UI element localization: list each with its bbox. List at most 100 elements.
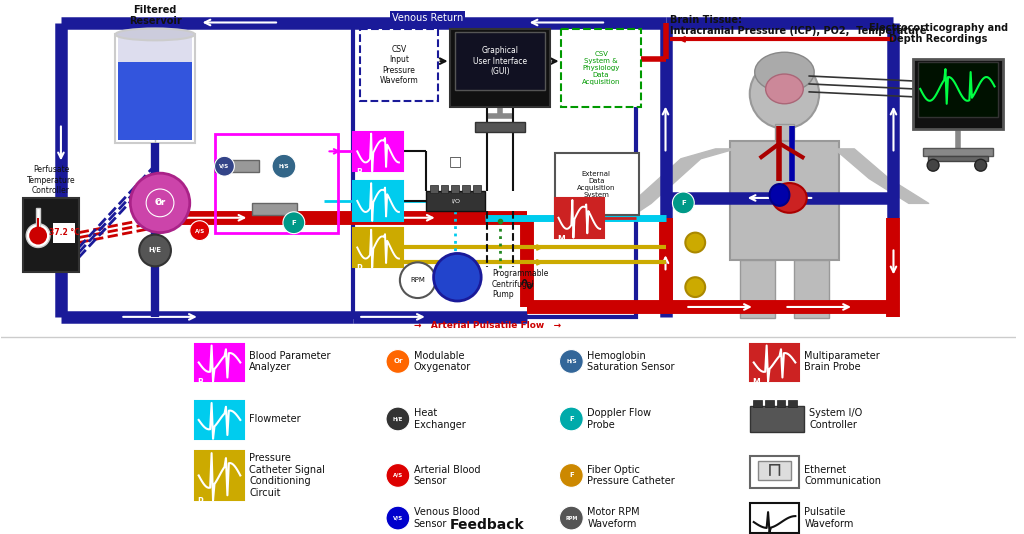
Bar	[116, 34, 195, 144]
Text: Pulsatile
Waveform: Pulsatile Waveform	[804, 507, 854, 529]
Bar	[462, 185, 470, 193]
Text: ⊓: ⊓	[767, 460, 782, 479]
Text: A/S: A/S	[393, 473, 403, 478]
Text: Blood Parameter
Analyzer: Blood Parameter Analyzer	[249, 351, 331, 372]
Bar	[24, 198, 79, 272]
Text: M: M	[753, 378, 761, 387]
Text: Programmable
Centrifugal
Pump: Programmable Centrifugal Pump	[493, 269, 549, 299]
Bar	[430, 185, 437, 193]
Circle shape	[559, 506, 584, 530]
Bar	[353, 131, 402, 171]
Bar	[750, 503, 800, 533]
Circle shape	[386, 350, 410, 373]
Ellipse shape	[770, 184, 790, 206]
Circle shape	[750, 59, 819, 129]
Bar	[426, 191, 485, 211]
Bar	[53, 223, 75, 242]
Circle shape	[272, 154, 296, 178]
Text: System I/O
Controller: System I/O Controller	[809, 408, 862, 430]
Text: RPM: RPM	[411, 277, 425, 283]
Circle shape	[386, 407, 410, 431]
Circle shape	[685, 277, 706, 297]
Bar	[452, 185, 460, 193]
Bar	[750, 456, 800, 488]
Text: P: P	[198, 497, 204, 506]
Circle shape	[433, 254, 481, 301]
Circle shape	[27, 224, 50, 247]
Bar	[913, 59, 1002, 129]
Text: Feedback: Feedback	[450, 518, 524, 532]
Text: Or: Or	[156, 200, 165, 206]
Text: I/O: I/O	[451, 199, 460, 203]
Bar	[215, 134, 339, 233]
Bar	[119, 62, 191, 140]
Bar	[353, 181, 402, 221]
Bar	[561, 29, 641, 107]
Circle shape	[215, 156, 234, 176]
Text: F: F	[292, 219, 296, 226]
Bar	[555, 198, 604, 238]
Bar	[788, 400, 798, 407]
Text: Modulable
Oxygenator: Modulable Oxygenator	[414, 351, 471, 372]
Text: Ethernet
Communication: Ethernet Communication	[804, 465, 882, 486]
Circle shape	[975, 159, 987, 171]
Text: Hemoglobin
Saturation Sensor: Hemoglobin Saturation Sensor	[587, 351, 675, 372]
Text: A/S: A/S	[195, 228, 205, 233]
Text: B: B	[198, 378, 204, 387]
Text: Perfusate
Temperature
Controller: Perfusate Temperature Controller	[27, 165, 76, 195]
Bar	[353, 227, 402, 268]
Ellipse shape	[766, 74, 803, 104]
Text: →   Arterial Pulsatile Flow   →: → Arterial Pulsatile Flow →	[414, 321, 561, 330]
Text: F: F	[569, 473, 573, 478]
Text: Venous Blood
Sensor: Venous Blood Sensor	[414, 507, 479, 529]
Bar	[928, 156, 987, 161]
Ellipse shape	[772, 183, 807, 213]
Bar	[353, 22, 636, 317]
Circle shape	[386, 506, 410, 530]
Bar	[758, 461, 792, 481]
Circle shape	[685, 233, 706, 253]
Text: CSV
Input
Pressure
Waveform: CSV Input Pressure Waveform	[380, 45, 418, 85]
Circle shape	[400, 262, 435, 298]
Bar	[765, 400, 773, 407]
Bar	[740, 261, 774, 318]
Text: 37.2 °C: 37.2 °C	[48, 228, 79, 237]
Text: Or: Or	[155, 199, 166, 207]
Bar	[753, 400, 762, 407]
Circle shape	[673, 192, 694, 214]
Circle shape	[559, 407, 584, 431]
Circle shape	[283, 212, 305, 233]
Circle shape	[386, 464, 410, 488]
Text: H/E: H/E	[393, 417, 403, 421]
Text: H/E: H/E	[148, 247, 162, 254]
Bar	[360, 29, 437, 101]
Circle shape	[559, 350, 584, 373]
Text: M: M	[557, 234, 565, 244]
Text: H/S: H/S	[279, 164, 289, 169]
Text: V/S: V/S	[219, 164, 229, 169]
Bar	[215, 160, 259, 172]
Bar	[475, 122, 524, 131]
Text: B: B	[356, 168, 362, 177]
Text: Multiparameter
Brain Probe: Multiparameter Brain Probe	[804, 351, 880, 372]
Text: Filtered
Reservoir: Filtered Reservoir	[129, 5, 181, 27]
Circle shape	[927, 159, 939, 171]
Bar	[440, 185, 449, 193]
Bar	[776, 400, 785, 407]
Circle shape	[139, 234, 171, 266]
Text: H/S: H/S	[566, 359, 577, 364]
Text: V/S: V/S	[393, 515, 403, 521]
Text: F: F	[681, 200, 686, 206]
Ellipse shape	[116, 28, 195, 41]
Text: Arterial Blood
Sensor: Arterial Blood Sensor	[414, 465, 480, 486]
Bar	[730, 142, 839, 261]
Bar	[252, 203, 297, 215]
Circle shape	[30, 226, 47, 245]
Bar	[774, 123, 795, 144]
Text: F: F	[569, 416, 573, 422]
Ellipse shape	[755, 52, 814, 92]
Text: Electrocorticography and
Depth Recordings: Electrocorticography and Depth Recording…	[868, 22, 1008, 44]
Bar	[37, 218, 39, 235]
Bar	[919, 62, 997, 116]
Bar	[195, 344, 245, 381]
